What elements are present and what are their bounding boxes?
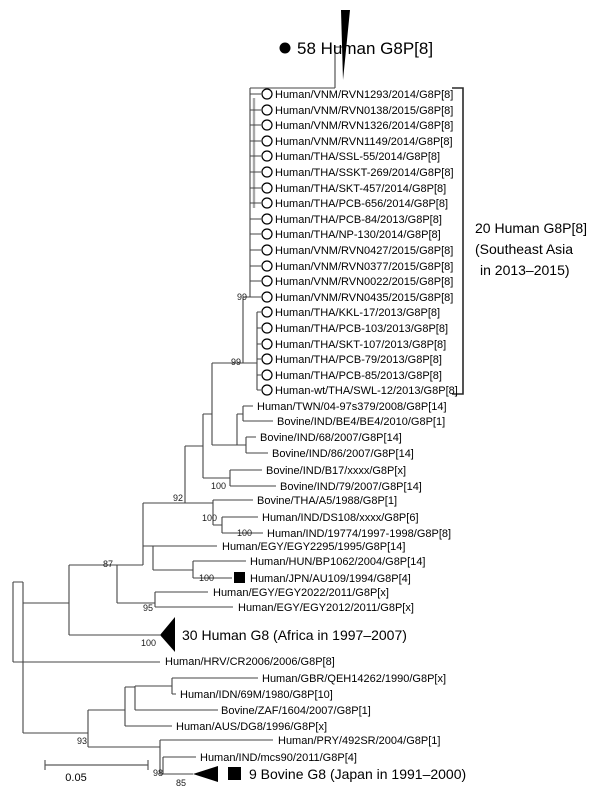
collapsed-clade-triangle-africa [160, 617, 175, 652]
bootstrap-values: 99 99 100 92 100 100 87 100 95 100 93 98… [77, 292, 252, 788]
bootstrap-value: 99 [231, 357, 241, 367]
scale-bar: 0.05 [44, 760, 149, 784]
taxon-label: Human/IDN/69M/1980/G8P[10] [180, 689, 333, 701]
filled-square-marker [234, 572, 245, 583]
open-circle-marker [261, 182, 273, 194]
taxon-label: Human/PRY/492SR/2004/G8P[1] [278, 735, 440, 747]
taxon-label: Bovine/IND/BE4/BE4/2010/G8P[1] [277, 416, 445, 428]
open-circle-marker [261, 244, 273, 256]
taxon-label: Human/VNM/RVN0138/2015/G8P[8] [275, 105, 453, 117]
taxon-label: Human/THA/PCB-103/2013/G8P[8] [275, 323, 448, 335]
open-circle-marker [261, 166, 273, 178]
bracket-annotation: 20 Human G8P[8] (Southeast Asia in 2013–… [475, 220, 587, 278]
open-circle-marker [261, 228, 273, 240]
taxon-label: Human/THA/SKT-107/2013/G8P[8] [275, 339, 446, 351]
clade-bracket [452, 87, 464, 395]
open-circle-marker [261, 291, 273, 303]
taxon-label: Bovine/ZAF/1604/2007/G8P[1] [221, 705, 371, 717]
taxon-label: Human/VNM/RVN1293/2014/G8P[8] [275, 89, 453, 101]
taxon-label: Bovine/IND/79/2007/G8P[14] [280, 481, 422, 493]
open-circle-marker [261, 119, 273, 131]
bootstrap-value: 99 [237, 292, 247, 302]
taxon-label: Human/THA/PCB-84/2013/G8P[8] [275, 214, 442, 226]
open-circle-marker [261, 275, 273, 287]
open-circle-marker [261, 104, 273, 116]
bootstrap-value: 92 [173, 493, 183, 503]
filled-circle-marker [279, 42, 291, 54]
taxon-label: Bovine/IND/86/2007/G8P[14] [272, 448, 414, 460]
open-circle-marker [261, 150, 273, 162]
taxon-label: Human/TWN/04-97s379/2008/G8P[14] [257, 401, 447, 413]
taxon-label: Bovine/THA/A5/1988/G8P[1] [257, 495, 397, 507]
open-circle-marker [261, 88, 273, 100]
bootstrap-value: 85 [176, 778, 186, 788]
taxon-label: Human/VNM/RVN0022/2015/G8P[8] [275, 276, 453, 288]
taxon-label: Human/JPN/AU109/1994/G8P[4] [250, 573, 411, 585]
collapsed-clade-triangle-58 [341, 10, 350, 80]
open-circle-marker [261, 384, 273, 396]
open-circle-marker [261, 135, 273, 147]
open-circle-marker [261, 197, 273, 209]
bootstrap-value: 93 [77, 736, 87, 746]
bootstrap-value: 95 [143, 603, 153, 613]
taxon-label: Human/EGY/EGY2012/2011/G8P[x] [238, 602, 414, 614]
taxon-label: Human/HRV/CR2006/2006/G8P[8] [165, 656, 335, 668]
collapsed-clade-triangle-bovine [193, 766, 218, 782]
open-circle-markers [261, 88, 273, 396]
bootstrap-value: 87 [103, 559, 113, 569]
bracket-annotation-line2: (Southeast Asia [475, 241, 573, 257]
bootstrap-value: 100 [199, 573, 214, 583]
taxon-label: Human/IND/mcs90/2011/G8P[4] [200, 752, 357, 764]
taxon-label: Human/THA/SSL-55/2014/G8P[8] [275, 151, 440, 163]
taxon-label: Human/GBR/QEH14262/1990/G8P[x] [262, 673, 446, 685]
open-circle-marker [261, 306, 273, 318]
collapsed-clade-58-label: 58 Human G8P[8] [297, 39, 433, 58]
taxon-label: Bovine/IND/68/2007/G8P[14] [260, 432, 402, 444]
taxon-label: Human/THA/SSKT-269/2014/G8P[8] [275, 167, 454, 179]
taxon-label: Human/THA/PCB-656/2014/G8P[8] [275, 198, 448, 210]
scale-bar-label: 0.05 [65, 772, 86, 784]
bracket-annotation-line3: in 2013–2015) [480, 262, 570, 278]
scale-bar-line [44, 760, 149, 770]
taxon-label: Human/THA/SKT-457/2014/G8P[8] [275, 183, 446, 195]
taxon-label: Human/VNM/RVN0435/2015/G8P[8] [275, 292, 453, 304]
taxon-label: Human/AUS/DG8/1996/G8P[x] [176, 721, 327, 733]
bootstrap-value: 98 [153, 768, 163, 778]
taxon-label: Bovine/IND/B17/xxxx/G8P[x] [266, 465, 406, 477]
tree-branches [12, 46, 342, 775]
bootstrap-value: 100 [237, 528, 252, 538]
bootstrap-value: 100 [211, 481, 226, 491]
taxon-label: Human/THA/PCB-85/2013/G8P[8] [275, 370, 442, 382]
collapsed-clade-bovine-label: 9 Bovine G8 (Japan in 1991–2000) [249, 766, 466, 782]
open-circle-marker [261, 213, 273, 225]
bootstrap-value: 100 [202, 513, 217, 523]
bracket-annotation-line1: 20 Human G8P[8] [475, 220, 587, 236]
taxon-label: Human/EGY/EGY2022/2011/G8P[x] [213, 587, 389, 599]
open-circle-marker [261, 338, 273, 350]
taxon-labels: Human/VNM/RVN1293/2014/G8P[8] Human/VNM/… [165, 89, 458, 764]
taxon-label: Human/THA/KKL-17/2013/G8P[8] [275, 307, 440, 319]
taxon-label: Human/IND/19774/1997-1998/G8P[8] [267, 528, 451, 540]
open-circle-marker [261, 353, 273, 365]
open-circle-marker [261, 369, 273, 381]
bootstrap-value: 100 [141, 638, 156, 648]
taxon-label: Human/VNM/RVN1326/2014/G8P[8] [275, 120, 453, 132]
taxon-label: Human/THA/NP-130/2014/G8P[8] [275, 229, 441, 241]
taxon-label: Human/THA/PCB-79/2013/G8P[8] [275, 354, 442, 366]
taxon-label: Human/VNM/RVN0377/2015/G8P[8] [275, 261, 453, 273]
taxon-label: Human/VNM/RVN1149/2014/G8P[8] [275, 136, 453, 148]
open-circle-marker [261, 260, 273, 272]
collapsed-clade-africa-label: 30 Human G8 (Africa in 1997–2007) [182, 627, 407, 643]
taxon-label: Human/IND/DS108/xxxx/G8P[6] [262, 512, 419, 524]
taxon-label: Human/EGY/EGY2295/1995/G8P[14] [222, 541, 405, 553]
taxon-label: Human/HUN/BP1062/2004/G8P[14] [250, 556, 426, 568]
taxon-label: Human-wt/THA/SWL-12/2013/G8P[8] [275, 385, 458, 397]
filled-square-marker [228, 767, 241, 780]
open-circle-marker [261, 322, 273, 334]
taxon-label: Human/VNM/RVN0427/2015/G8P[8] [275, 245, 453, 257]
